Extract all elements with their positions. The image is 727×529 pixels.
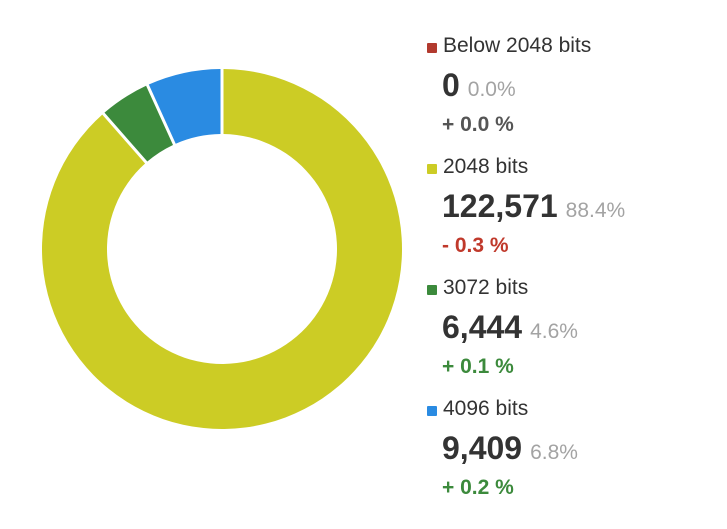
- count-row: 0 0.0%: [442, 67, 516, 104]
- count-row: 122,571 88.4%: [442, 188, 625, 225]
- change-value: + 0.0 %: [442, 113, 514, 136]
- legend-item-2048: 2048 bits 122,571 88.4% - 0.3 %: [427, 151, 717, 272]
- legend-swatch: [427, 285, 437, 295]
- count-value: 9,409: [442, 430, 523, 466]
- legend: Below 2048 bits 0 0.0% + 0.0 % 2048 bits …: [427, 30, 717, 514]
- legend-label: Below 2048 bits: [443, 34, 592, 57]
- count-value: 6,444: [442, 309, 523, 345]
- legend-swatch: [427, 406, 437, 416]
- count-row: 9,409 6.8%: [442, 430, 578, 467]
- change-value: + 0.2 %: [442, 476, 514, 499]
- slice-4096: [148, 69, 221, 144]
- count-value: 0: [442, 67, 460, 103]
- donut-chart: [42, 69, 403, 429]
- legend-swatch: [427, 43, 437, 53]
- share-value: 6.8%: [530, 441, 578, 464]
- slice-3072: [104, 85, 174, 162]
- legend-item-3072: 3072 bits 6,444 4.6% + 0.1 %: [427, 272, 717, 393]
- count-row: 6,444 4.6%: [442, 309, 578, 346]
- change-value: + 0.1 %: [442, 355, 514, 378]
- change-value: - 0.3 %: [442, 234, 509, 257]
- legend-item-4096: 4096 bits 9,409 6.8% + 0.2 %: [427, 393, 717, 514]
- share-value: 0.0%: [467, 78, 516, 101]
- legend-label: 2048 bits: [443, 155, 529, 178]
- legend-label: 4096 bits: [443, 397, 529, 420]
- share-value: 88.4%: [565, 199, 626, 222]
- legend-label: 3072 bits: [443, 276, 529, 299]
- share-value: 4.6%: [530, 320, 578, 343]
- legend-swatch: [427, 164, 437, 174]
- count-value: 122,571: [442, 188, 558, 224]
- slice-2048: [42, 69, 403, 429]
- legend-item-below-2048: Below 2048 bits 0 0.0% + 0.0 %: [427, 30, 717, 151]
